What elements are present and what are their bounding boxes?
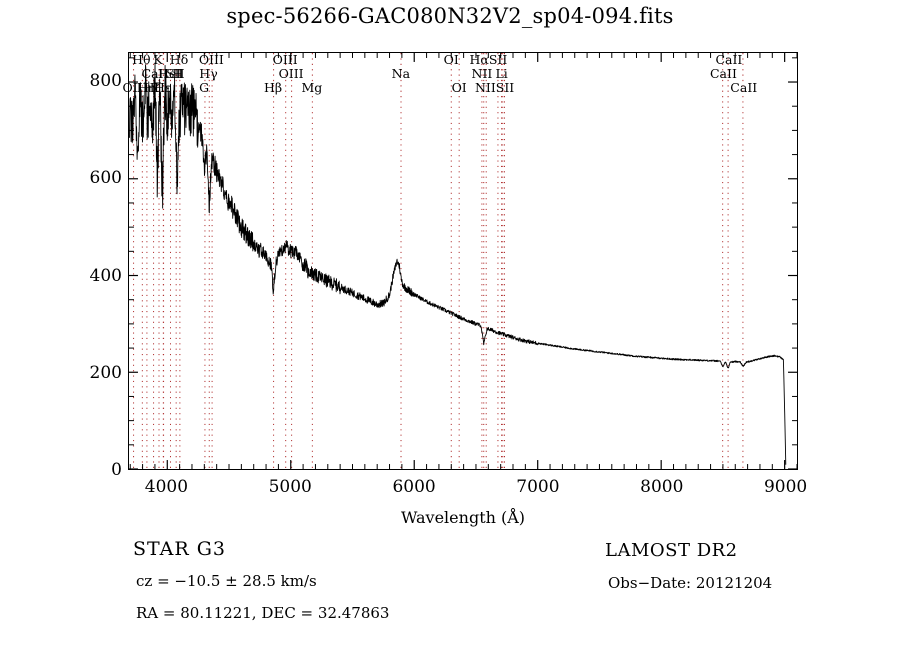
x-tick-9000: 9000	[763, 477, 808, 497]
x-axis-tick-labels: 4000 5000 6000 7000 8000 9000	[128, 477, 807, 501]
spectrum-canvas	[129, 53, 797, 469]
x-tick-5000: 5000	[268, 477, 312, 497]
x-tick-6000: 6000	[392, 477, 436, 497]
x-tick-4000: 4000	[144, 477, 189, 497]
y-tick-200: 200	[89, 362, 122, 383]
spectral-line-markers	[133, 53, 744, 469]
x-axis-label: Wavelength (Å)	[400, 508, 526, 527]
object-class-text: STAR G3	[133, 538, 226, 560]
y-tick-0: 0	[111, 460, 122, 480]
observation-date-text: Obs−Date: 20121204	[608, 574, 773, 592]
x-tick-8000: 8000	[640, 477, 684, 497]
flux-curve	[129, 62, 787, 465]
y-tick-800: 800	[89, 71, 122, 92]
axis-tick-marks	[129, 53, 797, 469]
spectrum-plot-frame	[128, 52, 798, 470]
y-axis-tick-labels: 0 200 400 600 800	[60, 52, 122, 480]
survey-name-text: LAMOST DR2	[605, 540, 738, 561]
y-tick-600: 600	[89, 168, 122, 189]
y-tick-400: 400	[89, 265, 122, 286]
x-tick-7000: 7000	[516, 477, 560, 497]
page-title: spec-56266-GAC080N32V2_sp04-094.fits	[226, 4, 674, 28]
coordinates-text: RA = 80.11221, DEC = 32.47863	[136, 604, 390, 622]
redshift-velocity-text: cz = −10.5 ± 28.5 km/s	[136, 572, 317, 590]
